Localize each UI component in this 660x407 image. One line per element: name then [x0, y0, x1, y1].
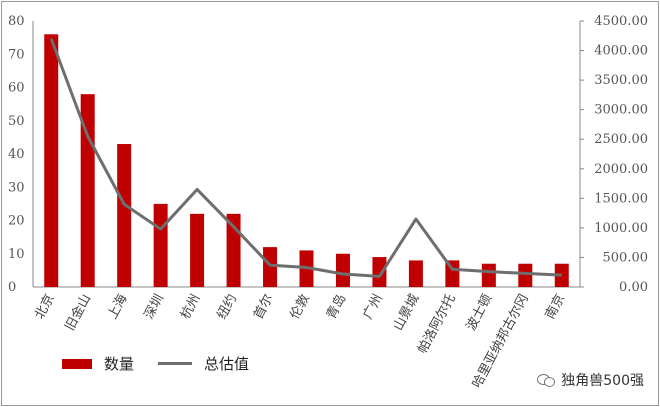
wechat-icon — [537, 373, 556, 387]
watermark: 独角兽500强 — [537, 370, 644, 390]
y-right-tick-label: 2500.00 — [594, 132, 648, 147]
y-left-tick-label: 70 — [8, 47, 25, 62]
y-left-tick-label: 0 — [8, 280, 16, 295]
y-left-tick-label: 80 — [8, 14, 25, 29]
legend: 数量 总估值 — [62, 353, 249, 374]
bar — [263, 247, 278, 287]
y-right-tick-label: 3000.00 — [594, 103, 648, 118]
watermark-text: 独角兽500强 — [561, 373, 644, 389]
x-category-label: 青岛 — [323, 291, 349, 321]
bar — [554, 263, 569, 287]
bar — [335, 253, 350, 287]
x-category-label: 上海 — [105, 292, 130, 322]
y-left-tick-label: 50 — [8, 114, 25, 129]
x-category-label: 波士顿 — [464, 292, 496, 333]
x-category-label: 北京 — [32, 292, 57, 322]
y-left-tick-label: 40 — [8, 147, 25, 162]
bar — [372, 257, 387, 287]
y-right-tick-label: 2000.00 — [594, 162, 648, 177]
legend-label-valuation: 总估值 — [204, 355, 250, 373]
x-category-label: 广州 — [361, 292, 386, 322]
valuation-line — [49, 38, 562, 278]
x-category-label: 首尔 — [251, 292, 276, 322]
y-right-tick-label: 0.00 — [619, 280, 648, 295]
bar — [445, 260, 460, 287]
bar — [518, 263, 533, 287]
x-category-label: 杭州 — [178, 292, 203, 322]
x-category-label: 纽约 — [215, 292, 240, 322]
x-category-label: 旧金山 — [62, 291, 94, 333]
x-category-label: 深圳 — [142, 292, 167, 322]
bar — [117, 144, 132, 287]
y-right-tick-label: 500.00 — [603, 250, 649, 265]
y-right-tick-label: 4500.00 — [594, 14, 648, 29]
bar — [408, 260, 423, 287]
y-left-tick-label: 10 — [8, 247, 25, 262]
y-right-tick-label: 1000.00 — [594, 221, 648, 236]
x-category-label: 帕洛阿尔托 — [415, 292, 459, 356]
x-category-label: 山景城 — [391, 292, 423, 333]
x-category-label: 伦敦 — [287, 291, 313, 321]
y-right-tick-label: 3500.00 — [594, 73, 648, 88]
y-right-tick-label: 4000.00 — [594, 44, 648, 59]
legend-label-count: 数量 — [104, 355, 135, 373]
legend-bar-swatch — [62, 358, 92, 369]
bar — [190, 213, 205, 287]
x-category-label: 南京 — [542, 291, 568, 321]
y-right-tick-label: 1500.00 — [594, 191, 648, 206]
legend-line-swatch — [158, 362, 193, 365]
bar — [44, 34, 59, 287]
bar — [481, 263, 496, 287]
bar — [153, 203, 168, 287]
y-left-tick-label: 20 — [8, 214, 25, 229]
y-left-tick-label: 60 — [8, 81, 25, 96]
y-left-tick-label: 30 — [8, 180, 25, 195]
